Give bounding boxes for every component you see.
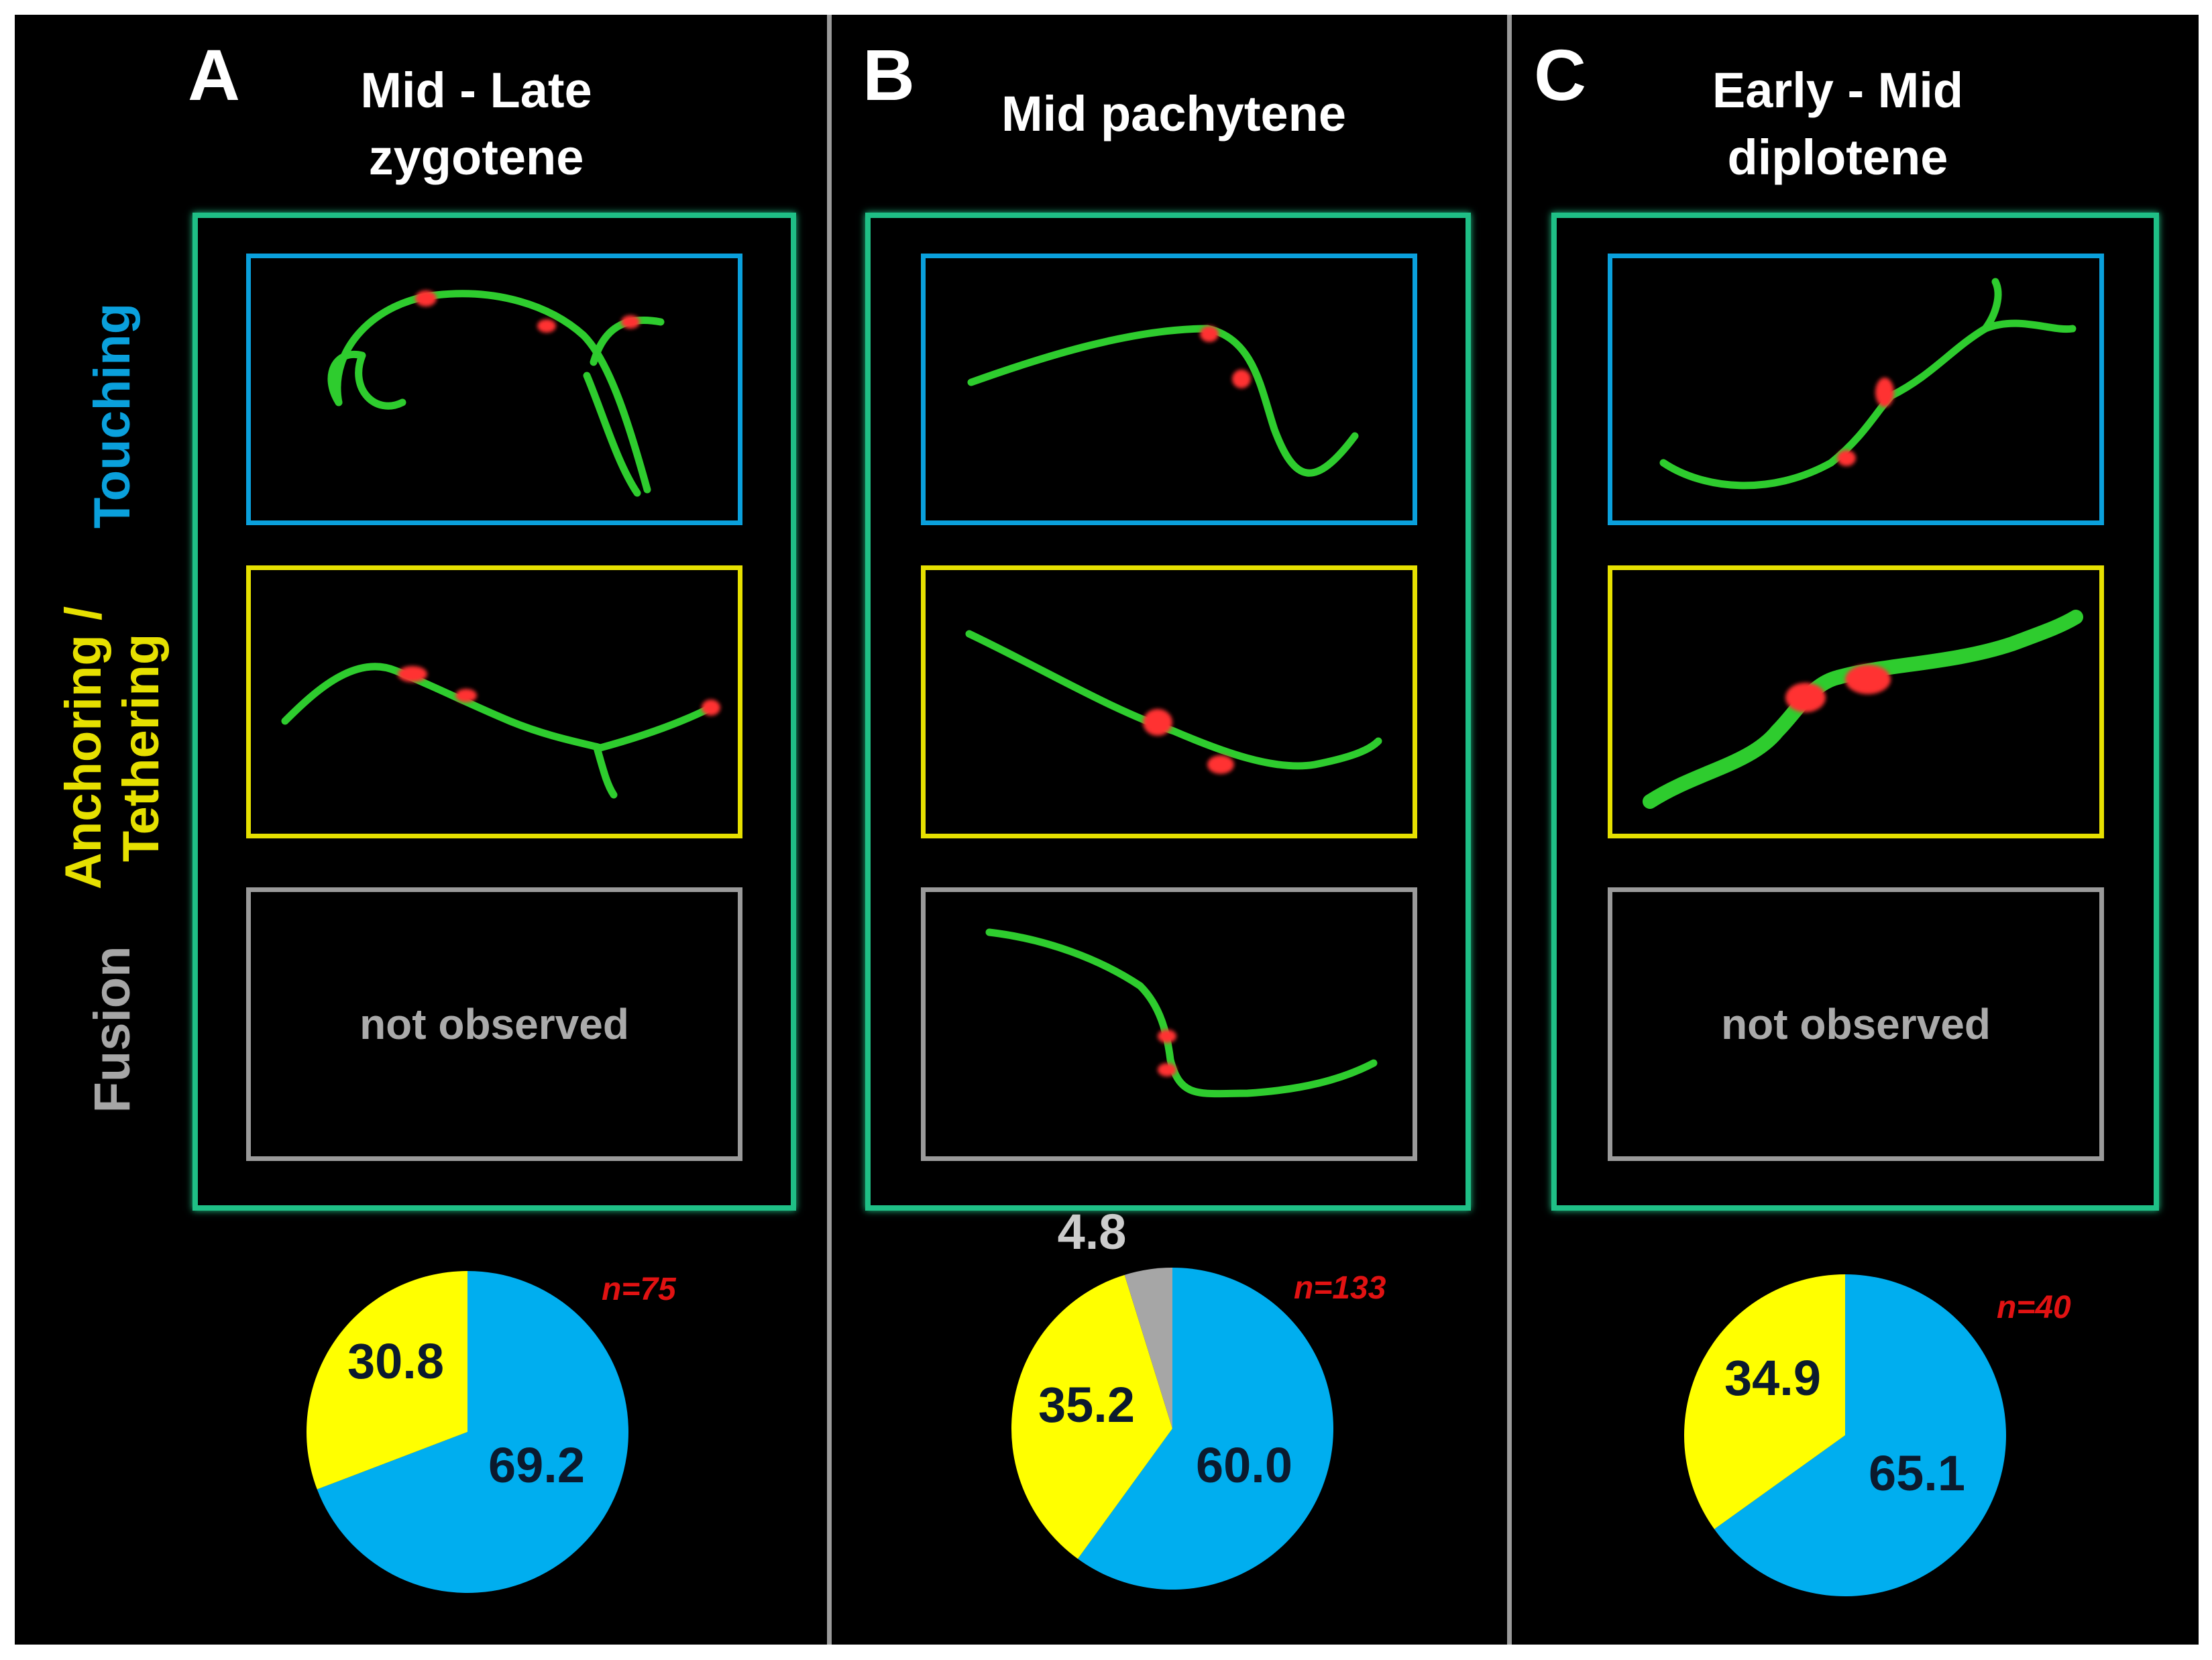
chromosome-a-anchoring: [281, 663, 715, 752]
pie-c-value-label-1: 34.9: [1724, 1350, 1821, 1406]
panel-c-anchoring-box: [1608, 565, 2104, 838]
panel-divider-1: [827, 15, 832, 1645]
panel-title-c: Early - Mid diplotene: [1637, 57, 2039, 191]
panel-letter-b: B: [863, 34, 915, 115]
pie-b-slice-1: [1011, 1274, 1172, 1559]
chromosome-a-touching: [333, 290, 651, 494]
chromosome-a-touching-loop: [327, 351, 406, 410]
red-focus: [415, 290, 437, 307]
chromosome-a-anchoring-branch: [593, 744, 618, 799]
panel-a-n-label: n=75: [602, 1272, 676, 1307]
panel-a-anchoring-box: [246, 565, 742, 838]
red-focus: [1232, 370, 1251, 388]
pie-c-slice-0: [1714, 1274, 2006, 1596]
pie-b-value-label-1: 35.2: [1038, 1377, 1135, 1433]
chromosome-c-touching-branch: [1981, 278, 2002, 333]
panel-c-not-observed: not observed: [1721, 1000, 1991, 1048]
red-focus: [455, 689, 477, 702]
panel-b-touching-box: [921, 254, 1417, 525]
red-focus: [537, 319, 556, 333]
chromosome-a-touching-branch: [590, 317, 665, 366]
pie-b-slice-0: [1077, 1268, 1334, 1590]
pie-b-slice-2: [1124, 1268, 1172, 1429]
red-focus: [398, 666, 427, 682]
red-focus: [1158, 1030, 1176, 1043]
panel-b-anchoring-box: [921, 565, 1417, 838]
panel-a-not-observed: not observed: [360, 1000, 629, 1048]
red-focus: [1785, 683, 1826, 712]
panel-c-n-label: n=40: [1997, 1290, 2071, 1325]
panel-title-a-line2: zygotene: [368, 129, 584, 185]
red-focus: [1837, 450, 1856, 466]
pie-a-slice-0: [317, 1271, 628, 1593]
chromosome-b-anchoring: [965, 630, 1382, 770]
panel-letter-a: A: [188, 34, 240, 115]
pie-c-slice-1: [1684, 1274, 1845, 1529]
panel-c-touching-box: [1608, 254, 2104, 525]
panel-b-fusion-box: [921, 887, 1417, 1161]
chromosome-b-touching: [967, 325, 1359, 477]
pie-a-slice-1: [306, 1271, 467, 1490]
panel-a-touching-box: [246, 254, 742, 525]
panel-divider-2: [1507, 15, 1512, 1645]
panel-title-a: Mid - Late zygotene: [275, 57, 677, 191]
red-focus: [1845, 665, 1891, 694]
red-focus: [1875, 378, 1894, 407]
panel-c-outer-frame: [1551, 213, 2159, 1211]
panel-a-fusion-box: [246, 887, 742, 1161]
pie-a-value-label-1: 30.8: [347, 1333, 444, 1389]
panel-title-c-line1: Early - Mid: [1712, 62, 1964, 118]
red-focus: [1200, 326, 1219, 342]
chromosome-b-fusion: [985, 928, 1378, 1098]
panel-a-outer-frame: [192, 213, 796, 1211]
chromosome-c-touching: [1659, 319, 2077, 490]
chromosome-a-touching-strand2: [583, 372, 641, 497]
pie-b-value-label-2: 4.8: [1058, 1204, 1127, 1260]
panel-b-n-label: n=133: [1294, 1270, 1386, 1306]
red-focus: [621, 315, 640, 329]
panel-c-fusion-box: [1608, 887, 2104, 1161]
red-focus: [1158, 1063, 1176, 1076]
red-focus: [1143, 709, 1172, 736]
pie-c-value-label-0: 65.1: [1869, 1445, 1965, 1501]
panel-title-b: Mid pachytene: [1001, 86, 1346, 142]
panel-title-a-line1: Mid - Late: [360, 62, 592, 118]
panel-title-c-line2: diplotene: [1727, 129, 1948, 185]
panel-b-outer-frame: [865, 213, 1471, 1211]
chromosome-c-anchoring: [1643, 610, 2083, 809]
pie-b-value-label-0: 60.0: [1196, 1437, 1292, 1493]
panel-letter-c: C: [1534, 34, 1586, 115]
red-focus: [702, 700, 720, 716]
pie-a-value-label-0: 69.2: [488, 1437, 585, 1493]
red-focus: [1207, 755, 1234, 774]
